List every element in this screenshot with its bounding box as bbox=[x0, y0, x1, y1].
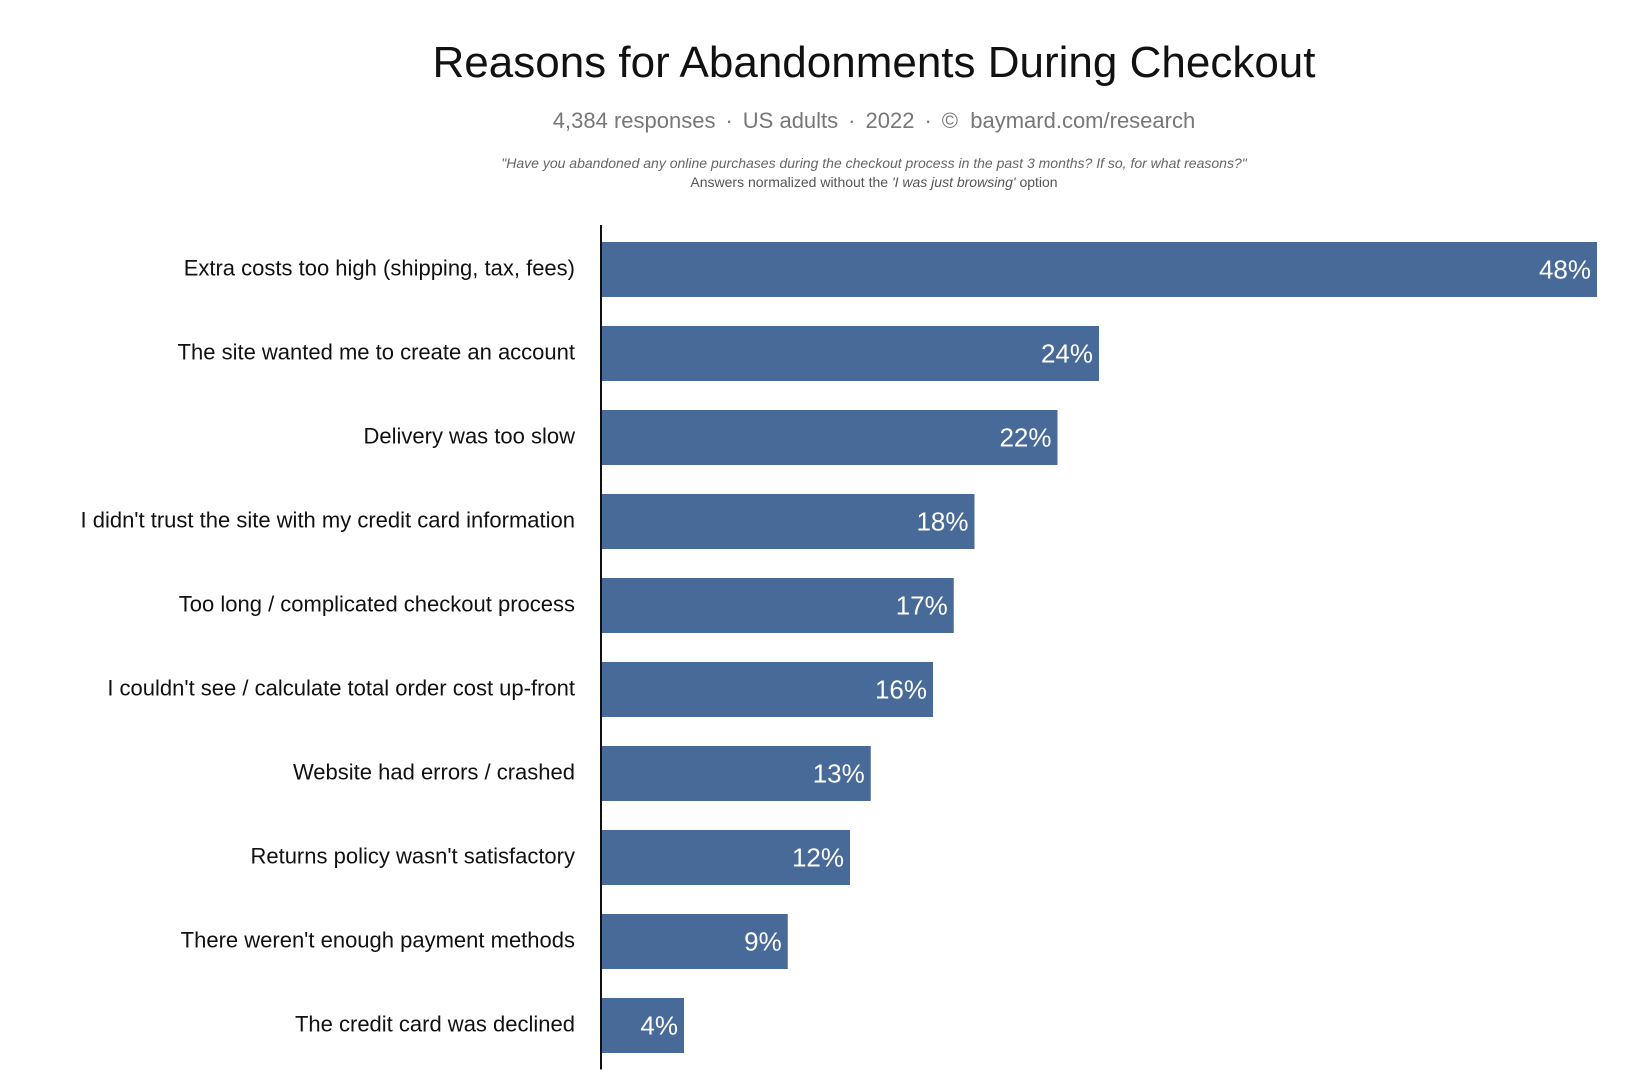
bar bbox=[601, 914, 788, 969]
survey-question: "Have you abandoned any online purchases… bbox=[501, 155, 1247, 171]
note-emphasis: 'I was just browsing' bbox=[891, 174, 1016, 190]
category-label: There weren't enough payment methods bbox=[181, 928, 575, 953]
bar-value-label: 17% bbox=[896, 591, 948, 621]
bar bbox=[601, 830, 850, 885]
normalization-note: Answers normalized without the 'I was ju… bbox=[0, 174, 1628, 190]
separator-dot: · bbox=[725, 108, 733, 133]
bar-value-label: 18% bbox=[916, 507, 968, 537]
category-label: Returns policy wasn't satisfactory bbox=[250, 844, 575, 869]
separator-dot: · bbox=[848, 108, 856, 133]
bar-value-label: 48% bbox=[1539, 255, 1591, 285]
bar-value-label: 22% bbox=[999, 423, 1051, 453]
year: 2022 bbox=[865, 108, 915, 133]
bar-value-label: 9% bbox=[744, 927, 782, 957]
category-label: I didn't trust the site with my credit c… bbox=[80, 508, 575, 533]
chart-title: Reasons for Abandonments During Checkout bbox=[432, 38, 1316, 87]
category-label: Delivery was too slow bbox=[363, 424, 575, 449]
responses-count: 4,384 responses bbox=[552, 108, 716, 133]
bar-value-label: 13% bbox=[813, 759, 865, 789]
category-label: I couldn't see / calculate total order c… bbox=[107, 676, 575, 701]
bar bbox=[601, 746, 871, 801]
bar bbox=[601, 578, 954, 633]
note-prefix: Answers normalized without the bbox=[690, 174, 889, 190]
bar bbox=[601, 494, 975, 549]
bar-value-label: 12% bbox=[792, 843, 844, 873]
bar-value-label: 16% bbox=[875, 675, 927, 705]
bar bbox=[601, 326, 1099, 381]
bar bbox=[601, 998, 684, 1053]
bar bbox=[601, 242, 1597, 297]
chart-subtitle: 4,384 responses · US adults · 2022 · © baymard… bbox=[0, 108, 1628, 134]
audience: US adults bbox=[742, 108, 839, 133]
bar bbox=[601, 662, 933, 717]
category-label: Too long / complicated checkout process bbox=[179, 592, 575, 617]
bar-value-label: 24% bbox=[1041, 339, 1093, 369]
category-label: Extra costs too high (shipping, tax, fee… bbox=[184, 256, 575, 281]
bar-value-label: 4% bbox=[640, 1011, 678, 1041]
note-suffix: option bbox=[1019, 174, 1058, 190]
copyright-icon: © bbox=[941, 108, 958, 133]
category-label: Website had errors / crashed bbox=[293, 760, 575, 785]
bar bbox=[601, 410, 1058, 465]
category-label: The credit card was declined bbox=[295, 1012, 575, 1037]
separator-dot: · bbox=[924, 108, 932, 133]
category-label: The site wanted me to create an account bbox=[178, 340, 575, 365]
source-link[interactable]: baymard.com/research bbox=[970, 108, 1196, 133]
